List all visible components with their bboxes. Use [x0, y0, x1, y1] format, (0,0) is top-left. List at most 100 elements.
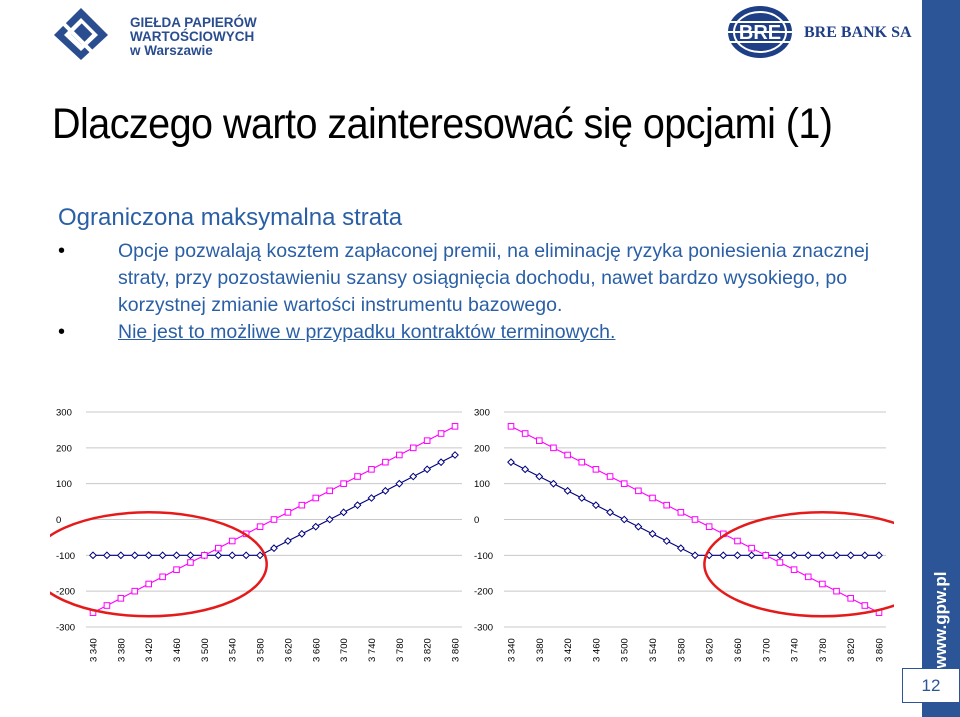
data-point	[187, 559, 194, 566]
data-point	[606, 473, 614, 480]
x-tick-label: 3 340	[89, 638, 100, 662]
data-point	[677, 509, 685, 516]
data-point	[117, 595, 125, 602]
data-point	[747, 551, 756, 560]
data-point	[228, 551, 237, 560]
slide-subtitle: Ograniczona maksymalna strata	[58, 204, 403, 231]
data-point	[832, 551, 841, 560]
y-tick-label: 300	[56, 408, 72, 419]
x-tick-label: 3 460	[591, 638, 602, 662]
x-tick-label: 3 700	[339, 638, 350, 662]
data-point	[592, 466, 600, 473]
x-tick-label: 3 860	[875, 638, 886, 662]
bullet-text: Nie jest to możliwe w przypadku kontrakt…	[118, 321, 616, 343]
x-tick-label: 3 660	[733, 638, 744, 662]
x-tick-label: 3 740	[367, 638, 378, 662]
data-point	[846, 551, 855, 560]
x-tick-label: 3 460	[172, 638, 183, 662]
x-tick-label: 3 620	[283, 638, 294, 662]
x-tick-label: 3 500	[620, 638, 631, 662]
series-line	[93, 454, 456, 556]
data-point	[818, 551, 827, 560]
y-tick-label: 0	[56, 515, 61, 526]
data-point	[173, 566, 180, 573]
data-point	[298, 501, 306, 509]
data-point	[297, 529, 306, 538]
data-point	[423, 437, 431, 444]
data-point	[762, 552, 770, 559]
data-point	[563, 486, 572, 495]
gpw-logo: GIEŁDA PAPIERÓW WARTOŚCIOWYCH w Warszawi…	[52, 6, 282, 62]
data-point	[201, 552, 208, 559]
data-point	[649, 494, 656, 502]
data-point	[339, 508, 348, 517]
data-point	[819, 580, 826, 588]
data-point	[354, 473, 361, 480]
x-tick-label: 3 380	[116, 638, 127, 662]
data-point	[620, 515, 629, 524]
data-point	[215, 544, 222, 552]
y-tick-label: 0	[474, 515, 479, 526]
data-point	[89, 551, 97, 560]
data-point	[691, 516, 699, 523]
data-point	[564, 451, 571, 459]
data-point	[312, 494, 320, 502]
data-point	[861, 602, 869, 609]
band-url: www.gpw.pl	[922, 560, 960, 680]
data-point	[409, 444, 417, 452]
data-point	[256, 551, 264, 560]
y-tick-label: -200	[56, 587, 75, 598]
data-point	[437, 458, 445, 467]
data-point	[804, 551, 813, 560]
series-line	[510, 461, 879, 556]
y-tick-label: -300	[474, 623, 493, 634]
data-point	[186, 551, 195, 560]
data-point	[353, 501, 362, 510]
gpw-logo-mark-icon	[54, 8, 108, 60]
x-tick-label: 3 740	[790, 638, 801, 662]
y-tick-label: -300	[56, 623, 75, 634]
data-point	[606, 508, 614, 517]
data-point	[159, 573, 166, 581]
x-tick-label: 3 420	[144, 638, 155, 662]
bullet-list: • Opcje pozwalają kosztem zapłaconej pre…	[58, 238, 918, 346]
data-point	[423, 465, 432, 474]
data-point	[507, 423, 515, 430]
data-point	[368, 466, 375, 473]
data-point	[214, 551, 223, 560]
data-point	[549, 479, 558, 488]
data-point	[719, 551, 728, 560]
data-point	[676, 544, 685, 553]
data-point	[228, 537, 236, 545]
chart-long-call-vs-futures: 300 200 100 0 -100 -200 -300 3 340 3 380 3 420 3 4…	[50, 408, 462, 662]
data-point	[326, 487, 333, 495]
data-point	[620, 480, 628, 487]
data-point	[256, 523, 264, 530]
bullet-item: • Nie jest to możliwe w przypadku kontra…	[58, 319, 918, 346]
data-point	[733, 551, 742, 560]
data-point	[451, 451, 459, 459]
data-point	[409, 472, 418, 481]
gpw-logo-text: GIEŁDA PAPIERÓW WARTOŚCIOWYCH w Warszawi…	[130, 16, 257, 58]
data-point	[131, 587, 139, 595]
x-tick-label: 3 580	[676, 638, 687, 662]
data-point	[833, 587, 840, 595]
x-tick-label: 3 540	[228, 638, 239, 662]
data-point	[507, 458, 515, 467]
x-tick-label: 3 660	[311, 638, 322, 662]
data-point	[804, 573, 812, 581]
x-tick-label: 3 380	[535, 638, 546, 662]
highlight-circle	[703, 511, 894, 618]
bre-logo-text: BRE BANK SA	[804, 24, 912, 41]
chart-long-put-vs-futures: 300 200 100 0 -100 -200 -300 3 340 3 380 3 420 3 4…	[474, 408, 894, 662]
data-point	[847, 595, 854, 602]
data-point	[578, 458, 586, 466]
data-point	[748, 544, 755, 552]
x-tick-label: 3 700	[761, 638, 772, 662]
data-point	[311, 522, 320, 531]
data-point	[860, 551, 869, 560]
data-point	[521, 465, 530, 474]
data-point	[662, 537, 671, 545]
data-point	[437, 430, 445, 437]
data-point	[790, 566, 798, 573]
